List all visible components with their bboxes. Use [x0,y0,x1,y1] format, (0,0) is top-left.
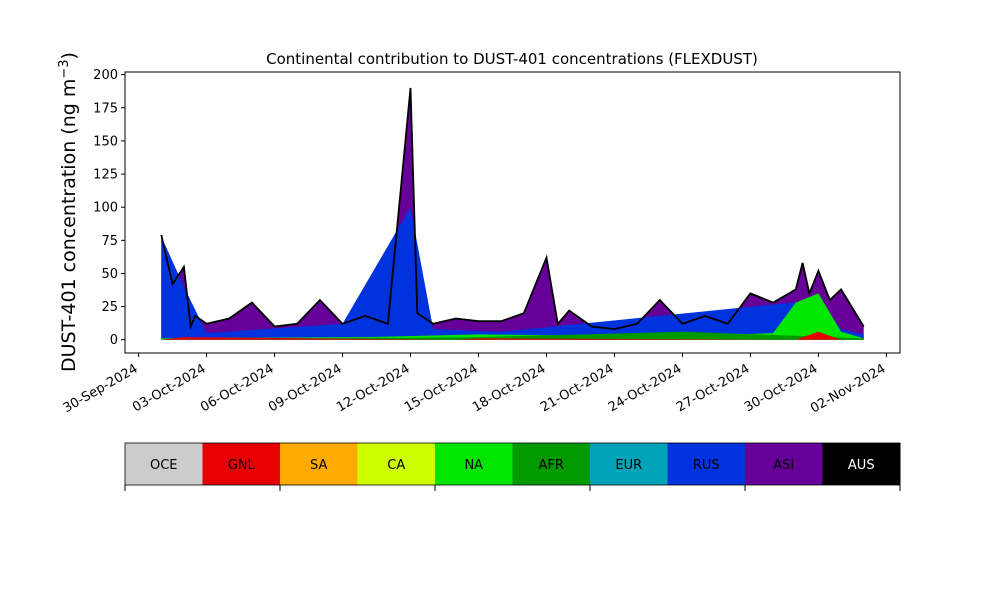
legend-swatch-eur [590,443,668,485]
x-tick-label: 02-Nov-2024 [808,361,888,416]
plot-frame [124,71,901,354]
y-axis-label: DUST-401 concentration (ng m−3) [57,52,81,372]
total-line [160,87,865,331]
chart-title: Continental contribution to DUST-401 con… [266,50,758,68]
legend-swatch-na [435,443,513,485]
legend-swatch-gnl [202,443,281,485]
series-afr-area [161,331,864,340]
legend-label-gnl: GNL [228,458,256,473]
x-tick-label: 30-Oct-2024 [742,361,820,415]
y-tick-label: 175 [93,101,118,116]
legend-label-oce: OCE [150,458,178,473]
y-axis-label-sup: −3 [57,59,72,78]
legend-label-na: NA [464,458,483,473]
legend-swatch-asi [745,443,823,485]
x-tick-label: 24-Oct-2024 [606,361,684,415]
legend-swatch-afr [512,443,591,485]
y-tick-label: 100 [93,201,118,216]
series-gnl-area [161,331,842,340]
plot-area [160,87,865,340]
y-tick-label: 200 [93,68,118,83]
x-tick-label: 18-Oct-2024 [470,361,548,415]
x-tick-label: 21-Oct-2024 [538,361,616,415]
legend-label-afr: AFR [539,458,564,473]
series-asi-area [161,87,864,340]
x-axis: 30-Sep-202403-Oct-202406-Oct-202409-Oct-… [61,353,888,416]
legend-frame [124,442,901,486]
x-tick-label: 27-Oct-2024 [674,361,752,415]
legend-swatch-oce [125,443,203,485]
y-tick-label: 25 [101,300,118,315]
x-tick-label: 03-Oct-2024 [130,361,208,415]
y-tick-label: 0 [110,333,118,348]
legend-swatch-aus [822,443,901,485]
y-tick-label: 75 [101,234,118,249]
y-tick-label: 50 [101,267,118,282]
y-tick-label: 125 [93,168,118,183]
x-tick-label: 06-Oct-2024 [198,361,276,415]
series-na-area [161,293,864,340]
legend-label-aus: AUS [848,458,875,473]
legend-colorbar: OCE GNL SA CA NA AFR EUR RUS ASI AUS [124,442,901,491]
legend-swatch-ca [357,443,436,485]
legend-label-asi: ASI [773,458,794,473]
y-axis-label-end: ) [58,52,80,59]
x-tick-label: 15-Oct-2024 [402,361,480,415]
y-tick-label: 150 [93,134,118,149]
x-tick-label: 12-Oct-2024 [334,361,412,415]
legend-label-eur: EUR [615,458,642,473]
legend-swatch-sa [280,443,358,485]
legend-label-rus: RUS [693,458,720,473]
legend-label-sa: SA [310,458,327,473]
x-tick-label: 09-Oct-2024 [266,361,344,415]
legend-label-ca: CA [387,458,405,473]
legend-swatch-rus [667,443,746,485]
y-axis: 0 25 50 75 100 125 150 175 200 [93,68,125,348]
y-axis-label-main: DUST-401 concentration (ng m [58,79,80,372]
